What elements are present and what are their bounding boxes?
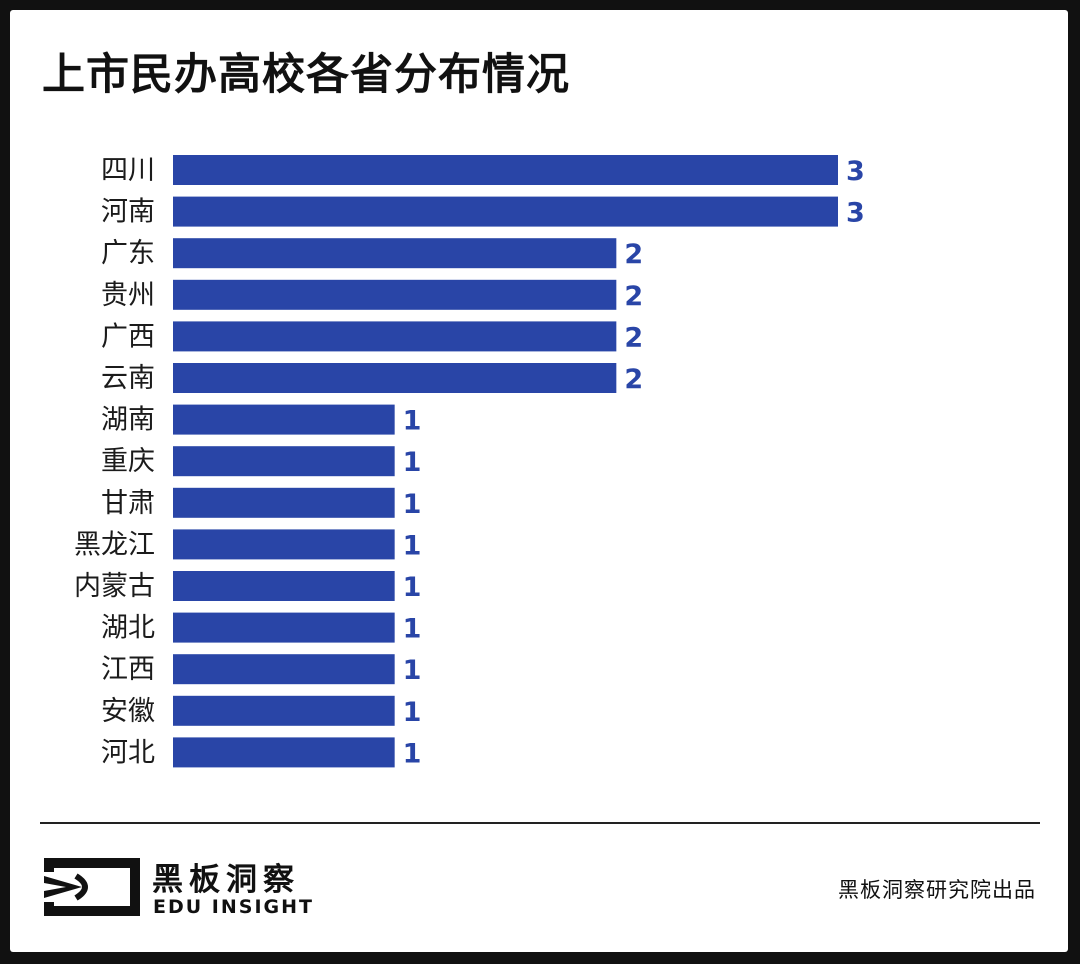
value-label: 1 (403, 406, 422, 437)
category-label: 黑龙江 (74, 529, 155, 560)
bar (173, 654, 395, 685)
bar (173, 404, 395, 435)
category-label: 内蒙古 (74, 571, 155, 602)
category-label: 广东 (101, 238, 155, 269)
bar (173, 446, 395, 477)
bar (173, 238, 617, 269)
chart-card: 上市民办高校各省分布情况 四川 3 河南 3 广东 2 贵州 2 广西 2 云南 2 湖南 1 重庆 1 甘肃 1… (10, 10, 1068, 952)
value-label: 1 (403, 489, 422, 520)
category-label: 重庆 (101, 446, 155, 477)
category-label: 河北 (101, 737, 155, 768)
bar (173, 363, 617, 393)
bar (173, 487, 395, 518)
bar (173, 529, 395, 560)
value-label: 2 (624, 322, 643, 353)
bar (173, 196, 838, 227)
bar (173, 612, 395, 643)
value-label: 1 (403, 655, 422, 686)
value-label: 2 (624, 239, 643, 270)
chart-title: 上市民办高校各省分布情况 (42, 50, 570, 100)
edu-insight-logo-icon (44, 858, 140, 916)
value-label: 1 (403, 697, 422, 728)
bar (173, 321, 617, 352)
bar (173, 571, 395, 601)
value-label: 3 (846, 198, 865, 229)
footer-divider (40, 822, 1040, 824)
bar (173, 279, 617, 310)
category-label: 广西 (101, 321, 155, 352)
value-label: 3 (846, 156, 865, 187)
category-label: 湖南 (101, 405, 155, 436)
bar-chart: 四川 3 河南 3 广东 2 贵州 2 广西 2 云南 2 湖南 1 重庆 1 甘肃 1 黑龙江 1 内蒙古 1 湖北 1 江西… (74, 155, 865, 769)
category-label: 安徽 (101, 696, 155, 727)
category-label: 四川 (101, 155, 155, 186)
credit-text: 黑板洞察研究院出品 (838, 878, 1036, 902)
category-label: 云南 (101, 363, 155, 394)
bar (173, 155, 838, 185)
category-label: 江西 (101, 654, 155, 685)
bar (173, 737, 395, 768)
value-label: 1 (403, 572, 422, 603)
value-label: 1 (403, 614, 422, 645)
value-label: 1 (403, 447, 422, 478)
category-label: 甘肃 (101, 488, 155, 519)
brand-name-cn: 黑板洞察 (152, 862, 300, 898)
value-label: 1 (403, 530, 422, 561)
value-label: 2 (624, 364, 643, 395)
category-label: 贵州 (101, 280, 155, 311)
value-label: 2 (624, 281, 643, 312)
brand-name-en: EDU INSIGHT (153, 896, 314, 918)
bar (173, 695, 395, 726)
category-label: 湖北 (101, 613, 155, 644)
value-label: 1 (403, 738, 422, 769)
category-label: 河南 (101, 197, 155, 228)
